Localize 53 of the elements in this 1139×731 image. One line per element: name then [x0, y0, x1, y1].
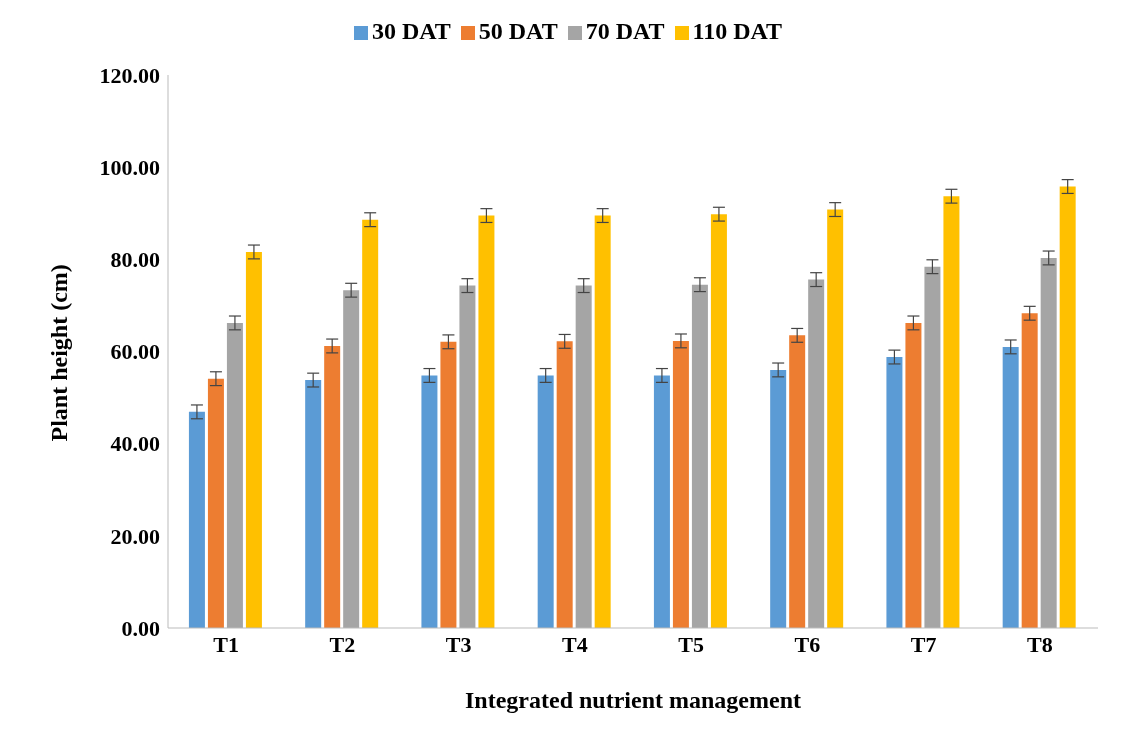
x-tick-label: T3: [445, 631, 472, 657]
bar: [537, 375, 554, 628]
legend-label: 50 DAT: [478, 18, 558, 44]
y-tick-label: 80.00: [110, 247, 160, 273]
bar: [1002, 346, 1019, 628]
y-tick-label: 40.00: [110, 431, 160, 457]
bar: [459, 285, 476, 628]
bar: [1040, 257, 1057, 628]
x-tick-label: T1: [213, 631, 239, 657]
bar: [188, 411, 205, 628]
bar: [575, 285, 592, 628]
bar: [770, 369, 787, 628]
y-axis-title: Plant height (cm): [45, 264, 72, 442]
bar: [905, 322, 922, 628]
bar: [1059, 186, 1076, 628]
bar: [691, 284, 708, 628]
bar: [827, 209, 844, 628]
y-tick-label: 60.00: [110, 339, 160, 365]
y-tick-label: 0.00: [121, 615, 160, 641]
bar: [924, 266, 941, 628]
y-tick-label: 100.00: [99, 154, 160, 180]
x-tick-label: T2: [329, 631, 356, 657]
bar: [653, 375, 670, 628]
bar: [943, 196, 960, 628]
bar: [324, 345, 341, 628]
bar: [1021, 313, 1038, 628]
bar: [594, 215, 611, 628]
legend-label: 110 DAT: [692, 18, 783, 44]
x-tick-label: T7: [910, 631, 937, 657]
y-tick-label: 20.00: [110, 523, 160, 549]
bar: [343, 290, 360, 628]
bar: [226, 322, 243, 628]
bar: [556, 341, 573, 628]
x-tick-label: T6: [794, 631, 821, 657]
bar: [886, 357, 903, 628]
x-axis-title: Integrated nutrient management: [465, 687, 801, 713]
bar: [710, 214, 727, 628]
bar: [362, 219, 379, 628]
bar: [789, 335, 806, 628]
x-tick-label: T4: [562, 631, 588, 657]
y-tick-label: 120.00: [99, 62, 160, 88]
x-tick-label: T5: [678, 631, 704, 657]
bar: [207, 378, 224, 628]
bar: [305, 380, 322, 628]
bar: [421, 375, 438, 628]
bar: [808, 279, 825, 628]
bar: [440, 341, 457, 628]
legend-label: 30 DAT: [371, 18, 451, 44]
legend-label: 70 DAT: [585, 18, 665, 44]
bar: [672, 340, 689, 628]
bar: [245, 251, 262, 628]
bar: [478, 215, 495, 628]
x-tick-label: T8: [1027, 631, 1053, 657]
